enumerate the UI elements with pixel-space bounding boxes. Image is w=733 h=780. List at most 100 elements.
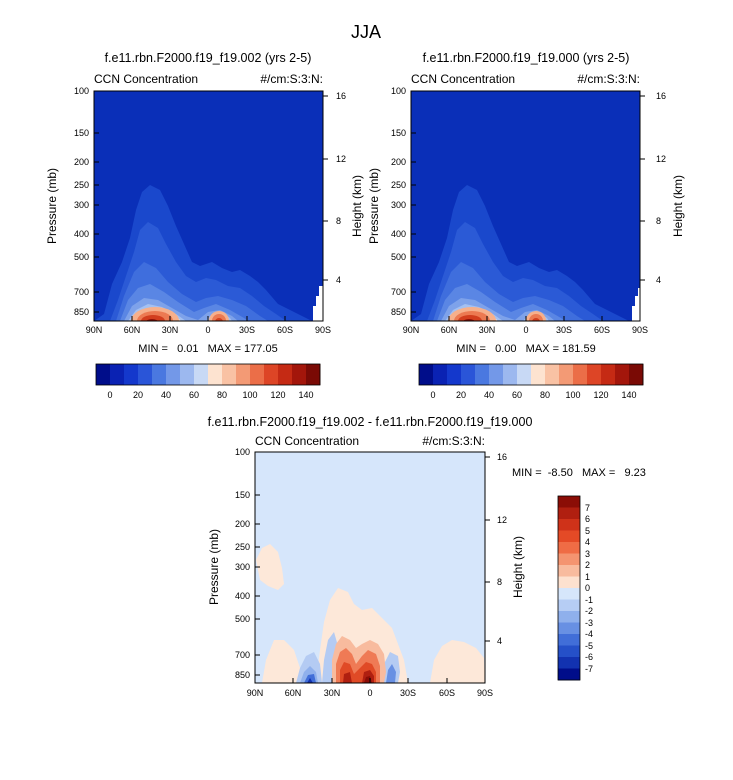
colorbar-tick-label: 3 bbox=[585, 549, 590, 559]
colorbar-tick-label: -6 bbox=[585, 652, 593, 662]
x-tick-label: 60S bbox=[439, 688, 455, 698]
y-tick-label: 300 bbox=[74, 200, 89, 210]
colorbar-tick-label: -5 bbox=[585, 641, 593, 651]
x-tick-label: 90S bbox=[315, 325, 331, 335]
variable-label: CCN Concentration bbox=[94, 72, 198, 86]
colorbar-vertical: 7 6 5 4 3 2 1 0 -1 -2 -3 -4 -5 -6 -7 bbox=[557, 495, 593, 681]
contour-field bbox=[255, 452, 485, 683]
colorbar-swatch bbox=[180, 364, 195, 385]
y-tick-label: 150 bbox=[74, 128, 89, 138]
colorbar-frame bbox=[95, 363, 321, 386]
colorbar-frame bbox=[418, 363, 644, 386]
colorbar-tick-label: 140 bbox=[621, 390, 636, 400]
colorbar-tick-label: -1 bbox=[585, 595, 593, 605]
colorbar-tick-label: -7 bbox=[585, 664, 593, 674]
colorbar-swatch bbox=[96, 364, 111, 385]
colorbar-tick-label: 60 bbox=[189, 390, 199, 400]
x-tick-label: 30N bbox=[479, 325, 496, 335]
y2-tick-label: 8 bbox=[497, 577, 502, 587]
y-tick-label: 700 bbox=[235, 650, 250, 660]
colorbar-tick-label: 5 bbox=[585, 526, 590, 536]
y2-tick-label: 8 bbox=[656, 216, 661, 226]
y2-tick-label: 16 bbox=[336, 91, 346, 101]
figure-title: JJA bbox=[351, 22, 381, 42]
y-tick-label: 300 bbox=[391, 200, 406, 210]
x-ticks: 90N 60N 30N 0 30S 60S 90S bbox=[86, 316, 331, 335]
y-tick-label: 850 bbox=[235, 670, 250, 680]
x-ticks: 90N 60N 30N 0 30S 60S 90S bbox=[247, 678, 493, 698]
colorbar-tick-label: 100 bbox=[565, 390, 580, 400]
colorbar-horizontal: 0 20 40 60 80 100 120 140 bbox=[418, 363, 644, 400]
x-tick-label: 90S bbox=[632, 325, 648, 335]
colorbar-swatch bbox=[531, 364, 546, 385]
y-axis-label: Pressure (mb) bbox=[367, 168, 381, 244]
y-tick-label: 700 bbox=[391, 287, 406, 297]
colorbar-tick-label: 80 bbox=[217, 390, 227, 400]
y-tick-label: 500 bbox=[74, 252, 89, 262]
colorbar-swatches bbox=[419, 364, 644, 385]
colorbar-swatch bbox=[489, 364, 504, 385]
y2-tick-label: 4 bbox=[336, 275, 341, 285]
colorbar-tick-label: 6 bbox=[585, 514, 590, 524]
y-ticks: 100 150 200 250 300 400 500 700 850 bbox=[391, 86, 416, 317]
y-tick-label: 100 bbox=[391, 86, 406, 96]
y-tick-label: 250 bbox=[235, 542, 250, 552]
colorbar-swatches bbox=[96, 364, 321, 385]
colorbar-swatch bbox=[124, 364, 139, 385]
y2-tick-label: 8 bbox=[336, 216, 341, 226]
colorbar-swatch bbox=[558, 507, 580, 520]
colorbar-swatch bbox=[152, 364, 167, 385]
y2-axis-label: Height (km) bbox=[511, 536, 525, 598]
panel-left-top: f.e11.rbn.F2000.f19_f19.002 (yrs 2-5) CC… bbox=[45, 51, 364, 400]
colorbar-tick-label: 40 bbox=[484, 390, 494, 400]
y2-tick-label: 4 bbox=[497, 636, 502, 646]
colorbar-swatch bbox=[559, 364, 574, 385]
y-tick-label: 700 bbox=[74, 287, 89, 297]
x-tick-label: 30N bbox=[162, 325, 179, 335]
min-max-stats: MIN = 0.00 MAX = 181.59 bbox=[456, 343, 595, 355]
colorbar-tick-label: 100 bbox=[242, 390, 257, 400]
units-label: #/cm:S:3:N: bbox=[260, 72, 323, 86]
y-axis-label: Pressure (mb) bbox=[207, 529, 221, 605]
x-tick-label: 30S bbox=[556, 325, 572, 335]
contour-level bbox=[532, 318, 540, 321]
y2-tick-label: 12 bbox=[497, 515, 507, 525]
colorbar-swatch bbox=[558, 553, 580, 566]
y-tick-label: 500 bbox=[235, 614, 250, 624]
variable-label: CCN Concentration bbox=[255, 434, 359, 448]
y2-tick-label: 16 bbox=[497, 452, 507, 462]
y-tick-label: 250 bbox=[74, 180, 89, 190]
x-ticks: 90N 60N 30N 0 30S 60S 90S bbox=[403, 316, 648, 335]
colorbar-swatch bbox=[292, 364, 307, 385]
colorbar-swatch bbox=[503, 364, 518, 385]
colorbar-swatch bbox=[222, 364, 237, 385]
colorbar-swatch bbox=[573, 364, 588, 385]
x-tick-label: 60N bbox=[124, 325, 141, 335]
colorbar-tick-label: 0 bbox=[107, 390, 112, 400]
x-tick-label: 30S bbox=[400, 688, 416, 698]
colorbar-tick-label: 40 bbox=[161, 390, 171, 400]
y-tick-label: 100 bbox=[235, 447, 250, 457]
units-label: #/cm:S:3:N: bbox=[422, 434, 485, 448]
y2-axis-label: Height (km) bbox=[350, 175, 364, 237]
x-tick-label: 60N bbox=[285, 688, 302, 698]
colorbar-swatch bbox=[517, 364, 532, 385]
colorbar-swatch bbox=[558, 496, 580, 508]
colorbar-swatch bbox=[558, 668, 580, 681]
y-tick-label: 500 bbox=[391, 252, 406, 262]
colorbar-tick-label: 120 bbox=[593, 390, 608, 400]
colorbar-swatch bbox=[558, 588, 580, 600]
contour-level bbox=[212, 314, 226, 321]
y-tick-label: 200 bbox=[391, 157, 406, 167]
colorbar-tick-label: 60 bbox=[512, 390, 522, 400]
colorbar-swatch bbox=[264, 364, 279, 385]
y2-tick-label: 4 bbox=[656, 275, 661, 285]
contour-field bbox=[411, 91, 640, 321]
contour-level bbox=[463, 319, 475, 321]
y-tick-label: 850 bbox=[74, 307, 89, 317]
y-tick-label: 850 bbox=[391, 307, 406, 317]
contour-level bbox=[430, 640, 485, 683]
colorbar-swatch bbox=[250, 364, 265, 385]
contour-level bbox=[307, 678, 313, 683]
